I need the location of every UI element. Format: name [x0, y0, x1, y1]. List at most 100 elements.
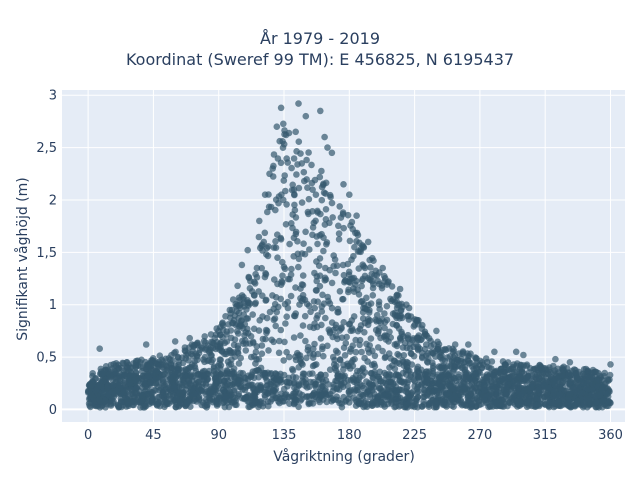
data-point — [183, 351, 190, 359]
data-point — [261, 191, 269, 198]
data-point — [96, 381, 103, 389]
data-point — [357, 322, 365, 329]
data-point — [277, 234, 285, 242]
data-point — [593, 398, 600, 406]
data-point — [401, 339, 409, 347]
data-point — [336, 288, 344, 295]
data-point — [280, 357, 288, 364]
data-point — [295, 100, 302, 107]
data-point — [183, 399, 191, 406]
data-point — [255, 233, 263, 241]
data-point — [367, 335, 375, 342]
data-point — [159, 364, 166, 371]
x-tick-label: 135 — [272, 428, 297, 443]
data-point — [119, 359, 126, 367]
data-point — [309, 370, 316, 377]
data-point — [263, 251, 270, 258]
data-point — [289, 181, 297, 189]
data-point — [318, 375, 326, 383]
data-point — [359, 275, 367, 283]
data-point — [258, 264, 266, 272]
data-point — [569, 385, 576, 393]
data-point — [420, 398, 427, 405]
data-point — [123, 395, 130, 402]
data-point — [187, 371, 195, 379]
data-point — [347, 345, 355, 353]
data-point — [228, 349, 235, 356]
data-point — [328, 199, 336, 207]
data-point — [354, 327, 362, 335]
data-point — [321, 133, 328, 141]
data-point — [195, 378, 203, 386]
data-point — [458, 391, 465, 398]
data-point — [293, 396, 300, 404]
data-point — [274, 372, 282, 379]
data-point — [327, 394, 335, 402]
y-tick-label: 3 — [49, 89, 57, 104]
data-point — [320, 352, 327, 360]
data-point — [285, 374, 293, 382]
data-point — [277, 104, 285, 112]
data-point — [312, 217, 319, 225]
data-point — [443, 369, 451, 377]
data-point — [187, 380, 194, 388]
data-point — [299, 322, 307, 329]
data-point — [480, 396, 488, 404]
data-point — [205, 394, 213, 401]
data-point — [271, 276, 278, 283]
data-point — [247, 333, 255, 340]
data-point — [263, 314, 271, 322]
data-point — [346, 365, 354, 372]
x-tick-label: 315 — [533, 428, 558, 443]
data-point — [166, 392, 173, 399]
data-point — [275, 199, 282, 207]
data-point — [275, 303, 282, 311]
y-tick-label: 0 — [49, 403, 57, 418]
data-point — [147, 379, 154, 386]
data-point — [262, 326, 270, 334]
data-point — [345, 388, 353, 396]
data-point — [364, 238, 372, 246]
data-point — [433, 327, 440, 335]
data-point — [257, 398, 265, 405]
data-point — [535, 386, 543, 393]
data-point — [256, 244, 264, 252]
data-point — [481, 378, 488, 386]
data-point — [593, 377, 601, 385]
data-point — [138, 384, 146, 391]
data-point — [584, 395, 592, 403]
data-point — [487, 403, 494, 410]
data-point — [330, 252, 338, 259]
data-point — [465, 375, 473, 383]
data-point — [309, 208, 316, 215]
data-point — [443, 378, 451, 385]
data-point — [318, 321, 325, 329]
data-point — [213, 398, 221, 406]
data-point — [342, 339, 350, 347]
data-point — [314, 207, 321, 215]
data-point — [316, 173, 324, 181]
data-point — [276, 399, 283, 407]
data-point — [306, 246, 313, 253]
data-point — [201, 333, 208, 340]
data-point — [285, 353, 293, 361]
data-point — [349, 374, 357, 382]
chart-title-line2: Koordinat (Sweref 99 TM): E 456825, N 61… — [125, 50, 515, 69]
data-point — [217, 371, 225, 378]
data-point — [144, 373, 152, 380]
data-point — [360, 244, 368, 251]
data-point — [273, 123, 281, 130]
data-point — [381, 324, 388, 332]
data-point — [529, 380, 536, 388]
data-point — [491, 374, 499, 381]
data-point — [279, 272, 286, 280]
data-point — [294, 238, 301, 245]
data-point — [208, 358, 215, 366]
data-point — [584, 385, 592, 393]
data-point — [492, 399, 499, 406]
data-point — [97, 365, 105, 373]
data-point — [472, 377, 479, 384]
data-point — [361, 354, 368, 362]
data-point — [191, 396, 199, 403]
data-point — [289, 367, 297, 374]
